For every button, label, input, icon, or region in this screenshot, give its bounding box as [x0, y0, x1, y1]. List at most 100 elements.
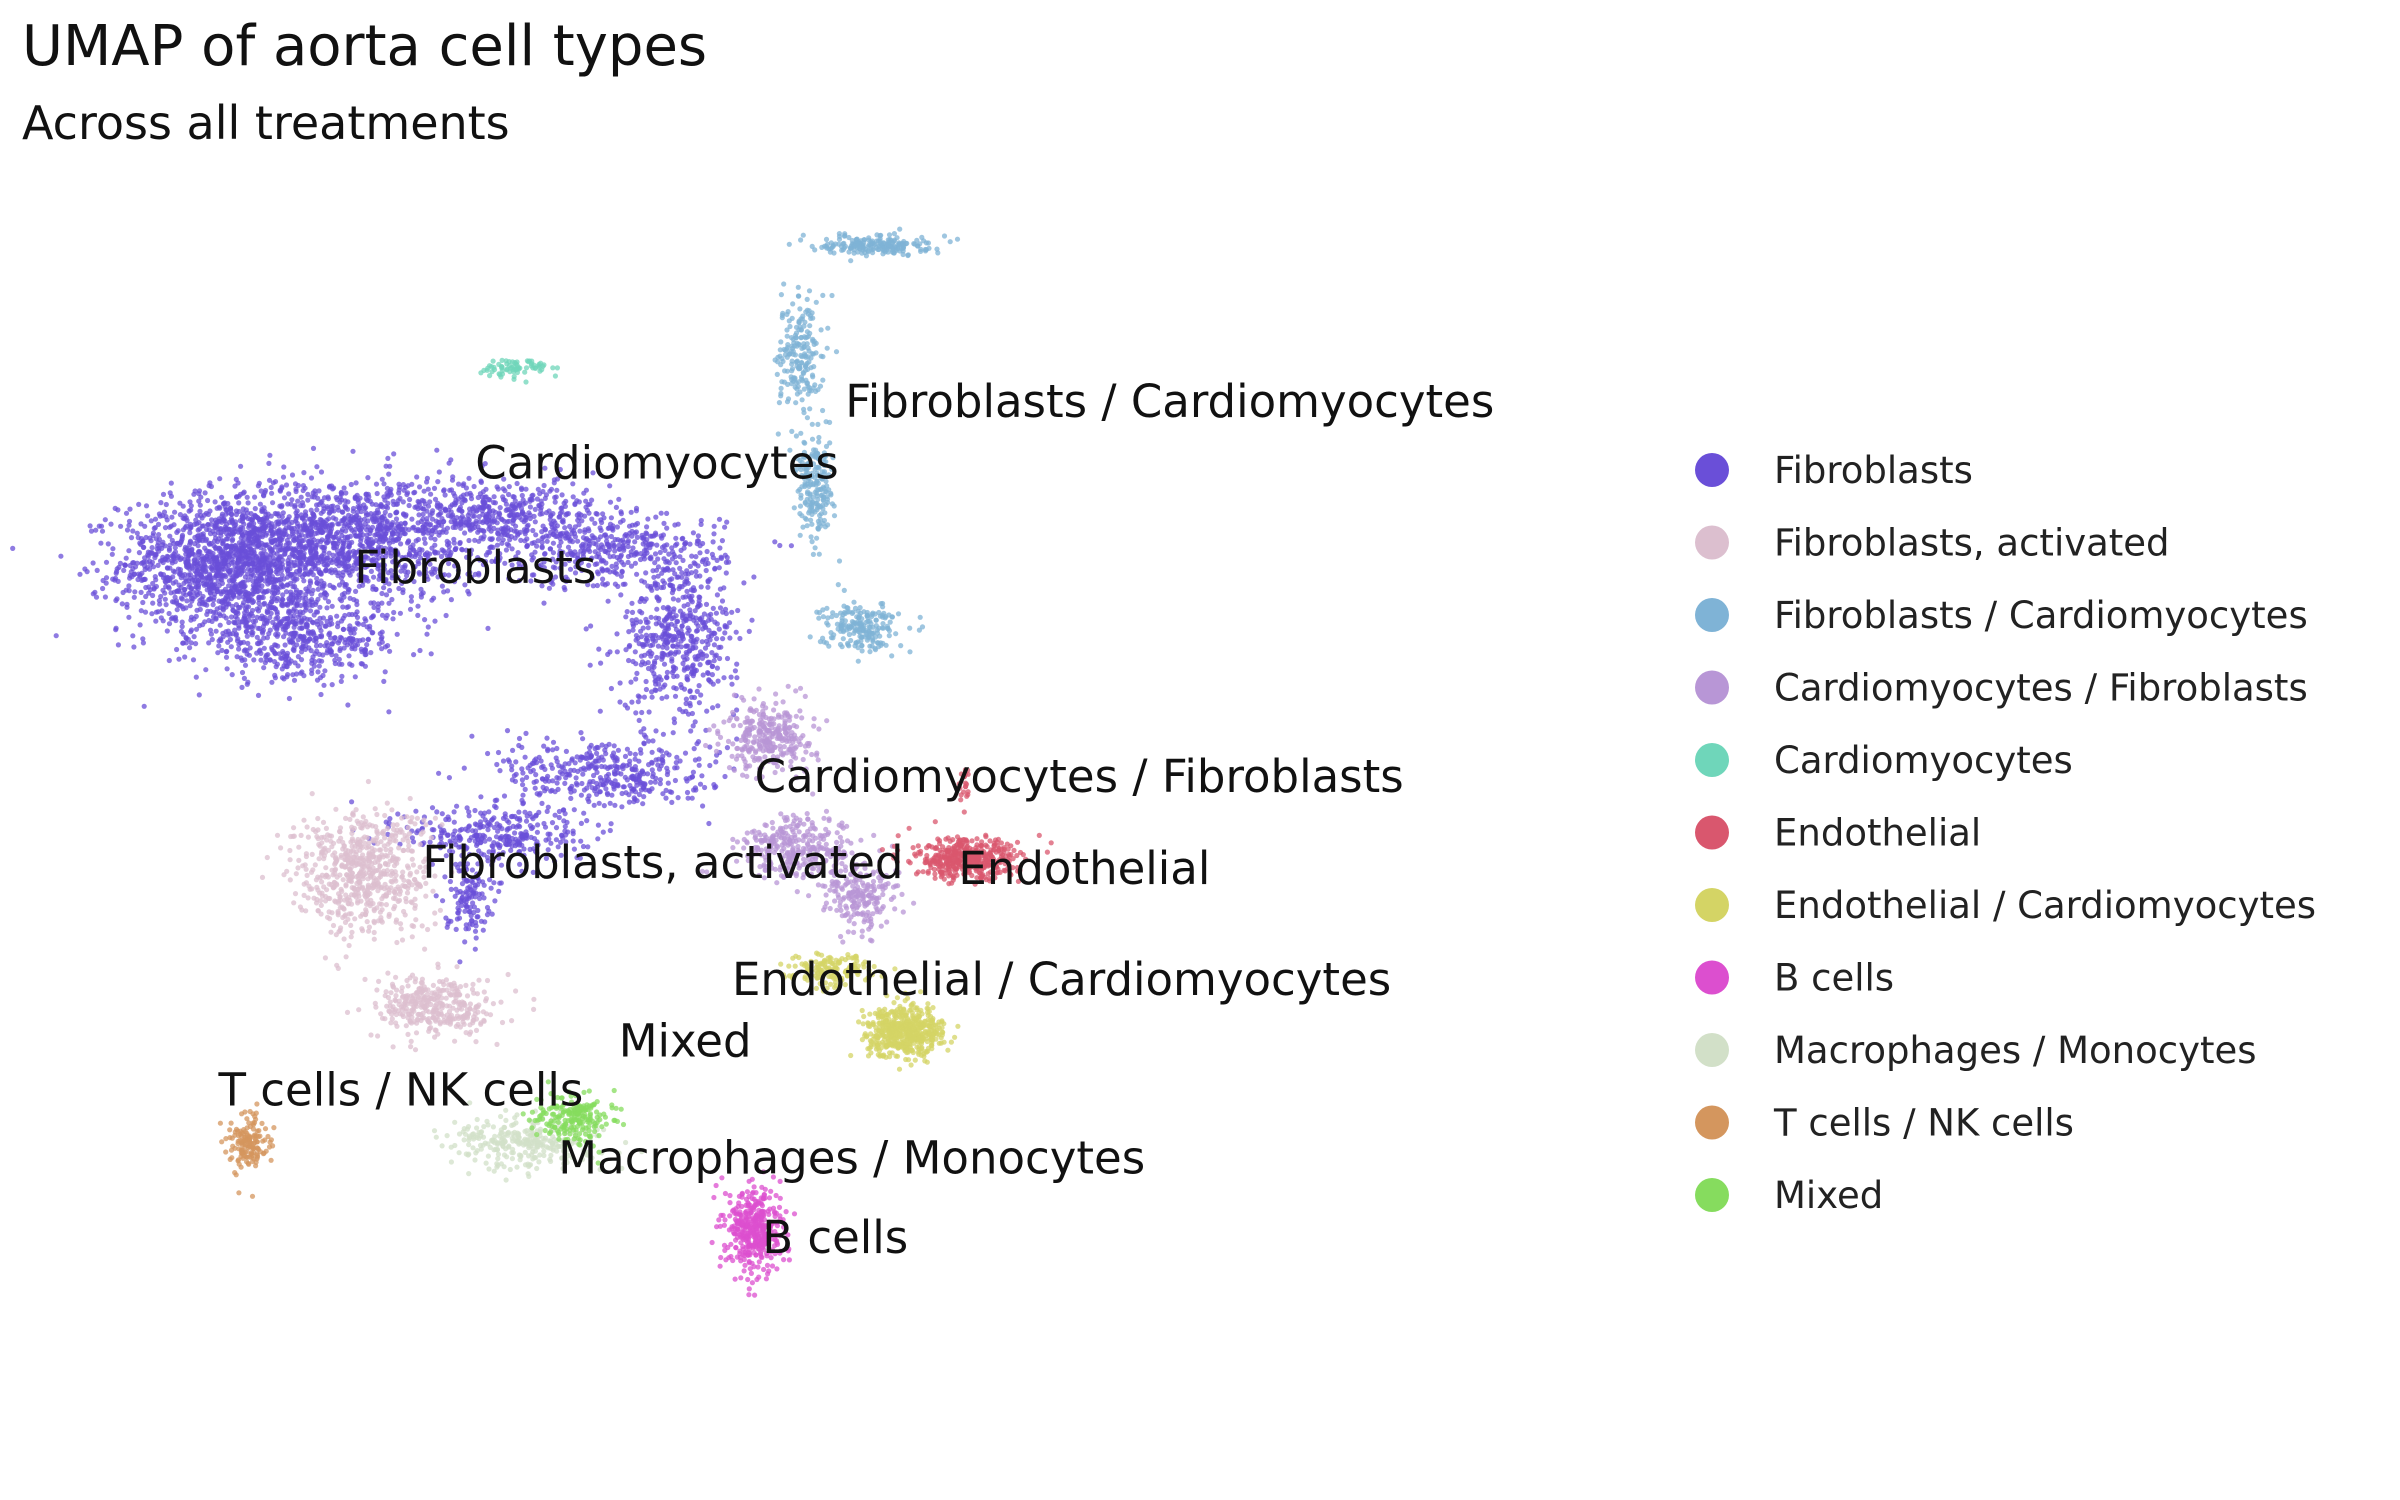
data-point — [627, 642, 633, 649]
data-point — [334, 613, 340, 619]
data-point — [270, 619, 276, 626]
data-point — [302, 601, 308, 608]
data-point — [190, 657, 197, 663]
data-point — [324, 605, 330, 611]
data-point — [289, 472, 296, 478]
data-point — [450, 524, 456, 531]
data-point — [298, 620, 304, 626]
data-point — [294, 513, 300, 519]
data-point — [193, 613, 199, 620]
data-point — [531, 779, 537, 785]
data-point — [192, 556, 198, 563]
data-point — [260, 627, 266, 633]
data-point — [695, 533, 702, 539]
data-point — [379, 646, 385, 652]
data-point — [310, 620, 316, 626]
data-point — [221, 559, 227, 565]
data-point — [229, 603, 236, 609]
data-point — [522, 786, 528, 793]
data-point — [608, 515, 615, 521]
data-point — [693, 569, 699, 575]
data-point — [690, 585, 697, 591]
data-point — [153, 552, 159, 558]
data-point — [672, 571, 678, 577]
data-point — [290, 575, 296, 581]
data-point — [269, 679, 275, 685]
data-point — [608, 764, 614, 770]
data-point — [362, 647, 369, 653]
data-point — [683, 540, 689, 546]
data-point — [167, 524, 173, 530]
data-point — [280, 564, 286, 570]
data-point — [630, 627, 636, 633]
data-point — [216, 566, 223, 572]
data-point — [441, 527, 447, 533]
data-point — [586, 510, 592, 516]
data-point — [559, 505, 565, 511]
data-point — [139, 577, 145, 584]
data-point — [201, 559, 207, 566]
data-point — [244, 633, 250, 639]
data-point — [310, 572, 316, 578]
data-point — [320, 503, 326, 509]
data-point — [421, 488, 427, 494]
data-point — [284, 653, 290, 659]
data-point — [227, 590, 233, 596]
data-point — [231, 592, 237, 598]
data-point — [326, 550, 332, 556]
data-point — [213, 565, 219, 571]
data-point — [419, 497, 425, 503]
data-point — [704, 548, 710, 555]
data-point — [546, 508, 552, 514]
data-point — [138, 608, 144, 614]
data-point — [128, 535, 135, 541]
data-point — [692, 608, 698, 614]
data-point — [206, 617, 212, 624]
data-point — [279, 675, 286, 681]
data-point — [655, 643, 662, 649]
data-point — [655, 573, 661, 579]
data-point — [666, 551, 672, 557]
data-point — [318, 620, 324, 626]
data-point — [242, 606, 249, 612]
data-point — [705, 579, 711, 585]
data-point — [352, 626, 358, 632]
data-point — [349, 644, 356, 650]
data-point — [529, 497, 535, 503]
data-point — [608, 685, 615, 692]
data-point — [158, 593, 164, 600]
data-point — [90, 560, 96, 566]
data-point — [150, 600, 156, 606]
data-point — [236, 508, 242, 515]
data-point — [255, 542, 261, 549]
data-point — [575, 768, 581, 775]
data-point — [630, 786, 637, 793]
data-point — [370, 613, 376, 619]
data-point — [342, 498, 348, 504]
data-point — [609, 792, 615, 798]
data-point — [53, 633, 59, 639]
data-point — [680, 535, 686, 541]
data-point — [524, 527, 530, 534]
data-point — [424, 479, 430, 485]
data-point — [592, 520, 598, 526]
data-point — [346, 653, 352, 659]
data-point — [641, 694, 648, 700]
data-point — [333, 494, 339, 501]
data-point — [310, 587, 316, 594]
data-point — [340, 626, 347, 633]
data-point — [709, 663, 716, 669]
data-point — [318, 634, 325, 640]
data-point — [228, 596, 235, 602]
data-point — [286, 491, 292, 497]
data-point — [381, 494, 387, 500]
data-point — [461, 765, 467, 771]
data-point — [717, 545, 723, 551]
data-point — [641, 642, 647, 648]
data-point — [284, 546, 290, 552]
data-point — [347, 627, 353, 633]
data-point — [377, 631, 383, 637]
data-point — [638, 750, 644, 756]
data-point — [552, 494, 558, 501]
data-point — [474, 508, 480, 514]
